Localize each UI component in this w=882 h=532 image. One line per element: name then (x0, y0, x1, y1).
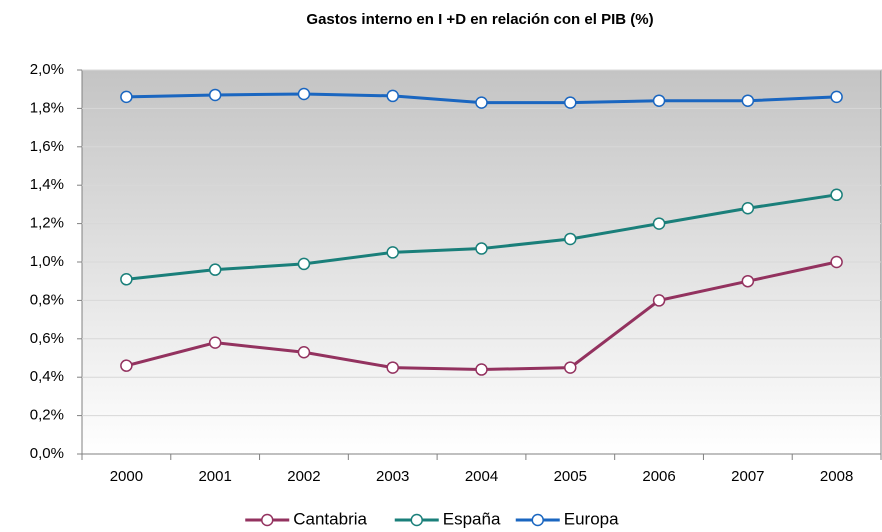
point (120, 359, 133, 372)
point (564, 232, 577, 246)
legend-marker (531, 513, 544, 527)
point (208, 336, 222, 349)
y-tick-label: 0,4% (30, 368, 64, 385)
chart-title: Gastos interno en I +D en relación con e… (306, 11, 653, 28)
y-tick-label: 0,6% (30, 330, 64, 347)
y-tick-label: 1,4% (30, 176, 64, 193)
point (475, 242, 488, 255)
x-tick-label: 2003 (376, 468, 409, 485)
point (208, 263, 222, 276)
point (475, 363, 488, 376)
legend-label: Cantabria (293, 509, 367, 528)
y-tick-label: 0,8% (30, 291, 64, 308)
legend-label: Europa (564, 509, 619, 528)
point (120, 90, 133, 104)
point (652, 294, 666, 307)
point (652, 217, 666, 230)
y-tick-label: 0,2% (30, 407, 64, 424)
x-tick-label: 2001 (198, 468, 231, 485)
point (386, 246, 399, 259)
x-tick-label: 2008 (820, 468, 853, 485)
y-tick-label: 1,2% (30, 215, 64, 232)
point (297, 87, 311, 101)
y-tick-label: 1,8% (30, 99, 64, 116)
legend-marker (261, 513, 274, 527)
point (564, 361, 577, 374)
x-tick-label: 2002 (287, 468, 320, 485)
point (386, 361, 399, 374)
point (741, 201, 755, 215)
point (741, 94, 755, 107)
point (120, 273, 133, 286)
point (297, 345, 311, 359)
point (830, 188, 843, 202)
point (297, 257, 311, 271)
x-tick-label: 2005 (554, 468, 587, 485)
point (564, 96, 577, 109)
point (741, 274, 755, 288)
y-tick-label: 0,0% (30, 445, 64, 462)
x-tick-label: 2004 (465, 468, 498, 485)
y-tick-label: 2,0% (30, 61, 64, 78)
x-tick-label: 2007 (731, 468, 764, 485)
legend-label: España (443, 509, 501, 528)
point (830, 90, 843, 104)
y-tick-label: 1,6% (30, 138, 64, 155)
x-tick-label: 2006 (642, 468, 675, 485)
legend-marker (410, 513, 423, 527)
point (208, 88, 222, 102)
point (475, 96, 488, 109)
point (652, 94, 666, 107)
point (386, 89, 399, 103)
x-tick-label: 2000 (110, 468, 143, 485)
y-tick-label: 1,0% (30, 253, 64, 270)
point (830, 255, 843, 269)
